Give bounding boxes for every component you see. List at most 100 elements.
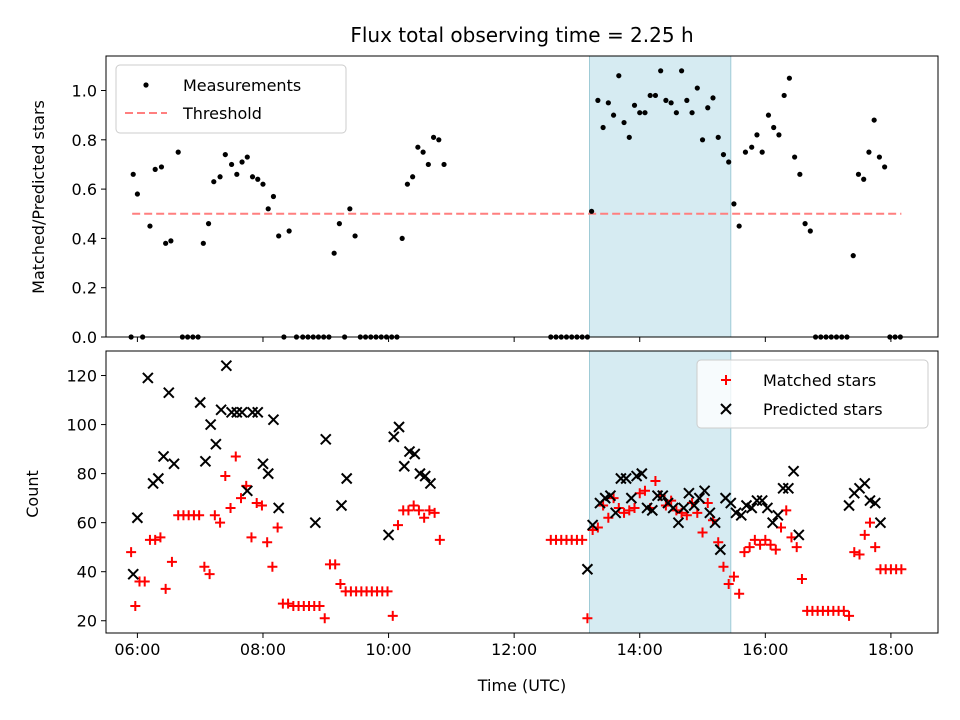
- y-tick-label: 0.6: [72, 180, 97, 199]
- predicted-point: [257, 458, 269, 470]
- matched-point: [844, 610, 855, 621]
- y-tick-label: 1.0: [72, 82, 97, 101]
- measurement-point: [876, 154, 882, 160]
- legend-box: [696, 359, 929, 429]
- measurement-point: [265, 206, 271, 212]
- series-predicted-stars: [127, 360, 887, 580]
- measurement-point: [855, 171, 862, 177]
- matched-point: [859, 529, 870, 540]
- measurement-point: [642, 110, 648, 116]
- measurement-point: [415, 144, 421, 150]
- matched-point: [209, 510, 220, 521]
- matched-point: [587, 525, 598, 536]
- matched-point: [150, 534, 161, 545]
- measurement-point: [605, 100, 611, 106]
- measurement-point: [244, 154, 250, 160]
- matched-point: [199, 561, 210, 572]
- predicted-point: [620, 472, 632, 485]
- matched-point: [650, 475, 661, 486]
- measurement-point: [610, 112, 617, 118]
- measurement-point: [336, 221, 342, 227]
- measurement-point: [425, 161, 431, 168]
- predicted-point: [772, 509, 784, 522]
- observing-window-span: [589, 56, 731, 337]
- x-axis-label: Time (UTC): [477, 676, 566, 695]
- predicted-point: [267, 413, 280, 426]
- matched-point: [387, 610, 398, 621]
- measurement-point: [850, 253, 856, 259]
- predicted-point: [625, 492, 638, 504]
- predicted-point: [636, 467, 648, 480]
- measurement-point: [205, 221, 212, 227]
- matched-point: [330, 559, 341, 570]
- matched-point: [382, 586, 393, 597]
- y-tick-label: 40: [77, 563, 97, 582]
- predicted-point: [320, 433, 332, 445]
- bottom-y-axis-label: Count: [23, 470, 42, 518]
- matched-point: [786, 532, 797, 543]
- predicted-point: [869, 497, 881, 509]
- measurement-point: [234, 171, 240, 177]
- measurement-point: [420, 149, 426, 155]
- measurement-point: [736, 223, 742, 229]
- predicted-point: [215, 404, 227, 416]
- legend-label-predicted: Predicted stars: [763, 400, 883, 419]
- measurement-point: [588, 208, 595, 214]
- predicted-point: [309, 516, 322, 529]
- matched-point: [639, 485, 650, 496]
- measurement-point: [781, 92, 787, 99]
- predicted-point: [225, 406, 238, 419]
- matched-point: [744, 542, 755, 553]
- x-tick-label: 18:00: [868, 640, 914, 659]
- predicted-point: [398, 460, 410, 472]
- matched-point: [723, 578, 734, 589]
- measurement-point: [211, 179, 217, 185]
- measurement-point: [410, 174, 416, 180]
- matched-point: [629, 502, 640, 513]
- matched-point: [429, 507, 440, 518]
- legend-marker-measurements: [143, 82, 149, 88]
- matched-point: [577, 534, 588, 545]
- y-tick-label: 0.8: [72, 131, 97, 150]
- top-panel: 0.0 0.2 0.4 0.6 0.8 1.0 Measurements Threshold: [72, 55, 939, 347]
- predicted-point: [586, 519, 599, 531]
- measurement-point: [882, 164, 888, 170]
- y-tick-label: 0.4: [72, 229, 97, 248]
- matched-point: [272, 522, 283, 533]
- matched-point: [424, 505, 435, 516]
- measurement-point: [441, 161, 447, 168]
- predicted-point: [163, 386, 175, 399]
- measurement-point: [802, 221, 808, 227]
- matched-point: [896, 564, 907, 575]
- predicted-point: [782, 482, 795, 495]
- measurement-point: [436, 137, 442, 143]
- predicted-point: [646, 504, 659, 517]
- x-tick-label: 16:00: [742, 640, 788, 659]
- matched-point: [419, 512, 430, 523]
- measurement-point: [678, 68, 685, 74]
- measurement-point: [759, 149, 765, 155]
- predicted-point: [252, 406, 264, 419]
- matched-point: [739, 547, 750, 558]
- measurement-point: [689, 110, 695, 116]
- predicted-point: [382, 529, 395, 541]
- measurement-point: [175, 149, 181, 155]
- matched-point: [613, 502, 624, 513]
- y-tick-label: 60: [77, 514, 97, 533]
- predicted-point: [725, 497, 737, 509]
- predicted-point: [751, 494, 763, 507]
- measurement-point: [239, 159, 245, 165]
- predicted-point: [688, 499, 700, 512]
- predicted-point: [874, 516, 887, 529]
- measurement-point: [771, 124, 777, 131]
- predicted-point: [157, 450, 170, 463]
- measurement-point: [663, 97, 669, 103]
- predicted-point: [793, 529, 805, 541]
- matched-point: [734, 588, 745, 599]
- measurement-point: [260, 181, 266, 187]
- predicted-point: [236, 406, 248, 419]
- predicted-point: [246, 406, 259, 419]
- measurement-point: [228, 161, 235, 168]
- legend-label-threshold: Threshold: [182, 104, 262, 123]
- legend-marker-matched: [721, 375, 731, 385]
